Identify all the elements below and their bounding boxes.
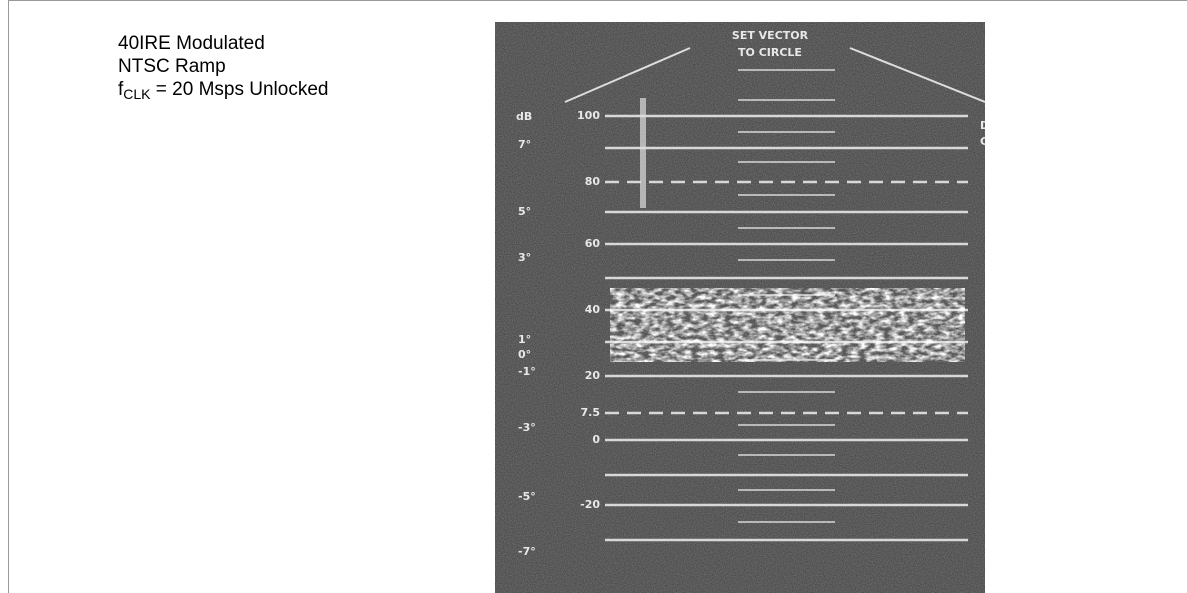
caption: 40IRE Modulated NTSC Ramp fCLK = 20 Msps… bbox=[118, 32, 328, 106]
caption-line: fCLK = 20 Msps Unlocked bbox=[118, 78, 328, 106]
scope-photo: SET VECTOR TO CIRCLE dB 100 80 60 40 20 7.5 0 -20 7… bbox=[495, 22, 985, 593]
ire-label: 7.5 bbox=[581, 406, 601, 419]
phase-label: 3° bbox=[518, 251, 531, 264]
ire-label: -20 bbox=[580, 498, 600, 511]
phase-label: 1° bbox=[518, 333, 531, 346]
arrow-line bbox=[564, 47, 691, 103]
phase-label: -3° bbox=[518, 421, 536, 434]
subscript: CLK bbox=[123, 86, 151, 102]
phase-label: -1° bbox=[518, 365, 536, 378]
symbol: f bbox=[118, 79, 124, 100]
phase-label: 7° bbox=[518, 138, 531, 151]
corner-label: dB bbox=[516, 110, 532, 123]
phase-label: 0° bbox=[518, 348, 531, 361]
frame-line bbox=[8, 0, 1187, 1]
ire-label: 40 bbox=[585, 303, 601, 316]
gain-title: GAIN bbox=[980, 135, 985, 148]
caption-line: NTSC Ramp bbox=[118, 56, 226, 77]
frame-line bbox=[8, 0, 9, 593]
ire-label: 60 bbox=[585, 237, 601, 250]
arrow-line bbox=[849, 47, 985, 103]
caption-line: 40IRE Modulated bbox=[118, 33, 265, 54]
phase-label: 5° bbox=[518, 205, 531, 218]
phase-label: -5° bbox=[518, 490, 536, 503]
signal-trace bbox=[610, 288, 965, 362]
ire-label: 20 bbox=[585, 369, 601, 382]
ire-label: 100 bbox=[577, 109, 600, 122]
caption-text: = 20 Msps Unlocked bbox=[155, 79, 329, 100]
ire-label: 0 bbox=[592, 433, 600, 446]
header-text: SET VECTOR bbox=[732, 29, 809, 42]
ire-label: 80 bbox=[585, 175, 601, 188]
gain-title: DIFF bbox=[980, 119, 985, 132]
phase-label: -7° bbox=[518, 545, 536, 558]
signal-spike bbox=[640, 98, 646, 208]
header-text: TO CIRCLE bbox=[738, 46, 802, 59]
